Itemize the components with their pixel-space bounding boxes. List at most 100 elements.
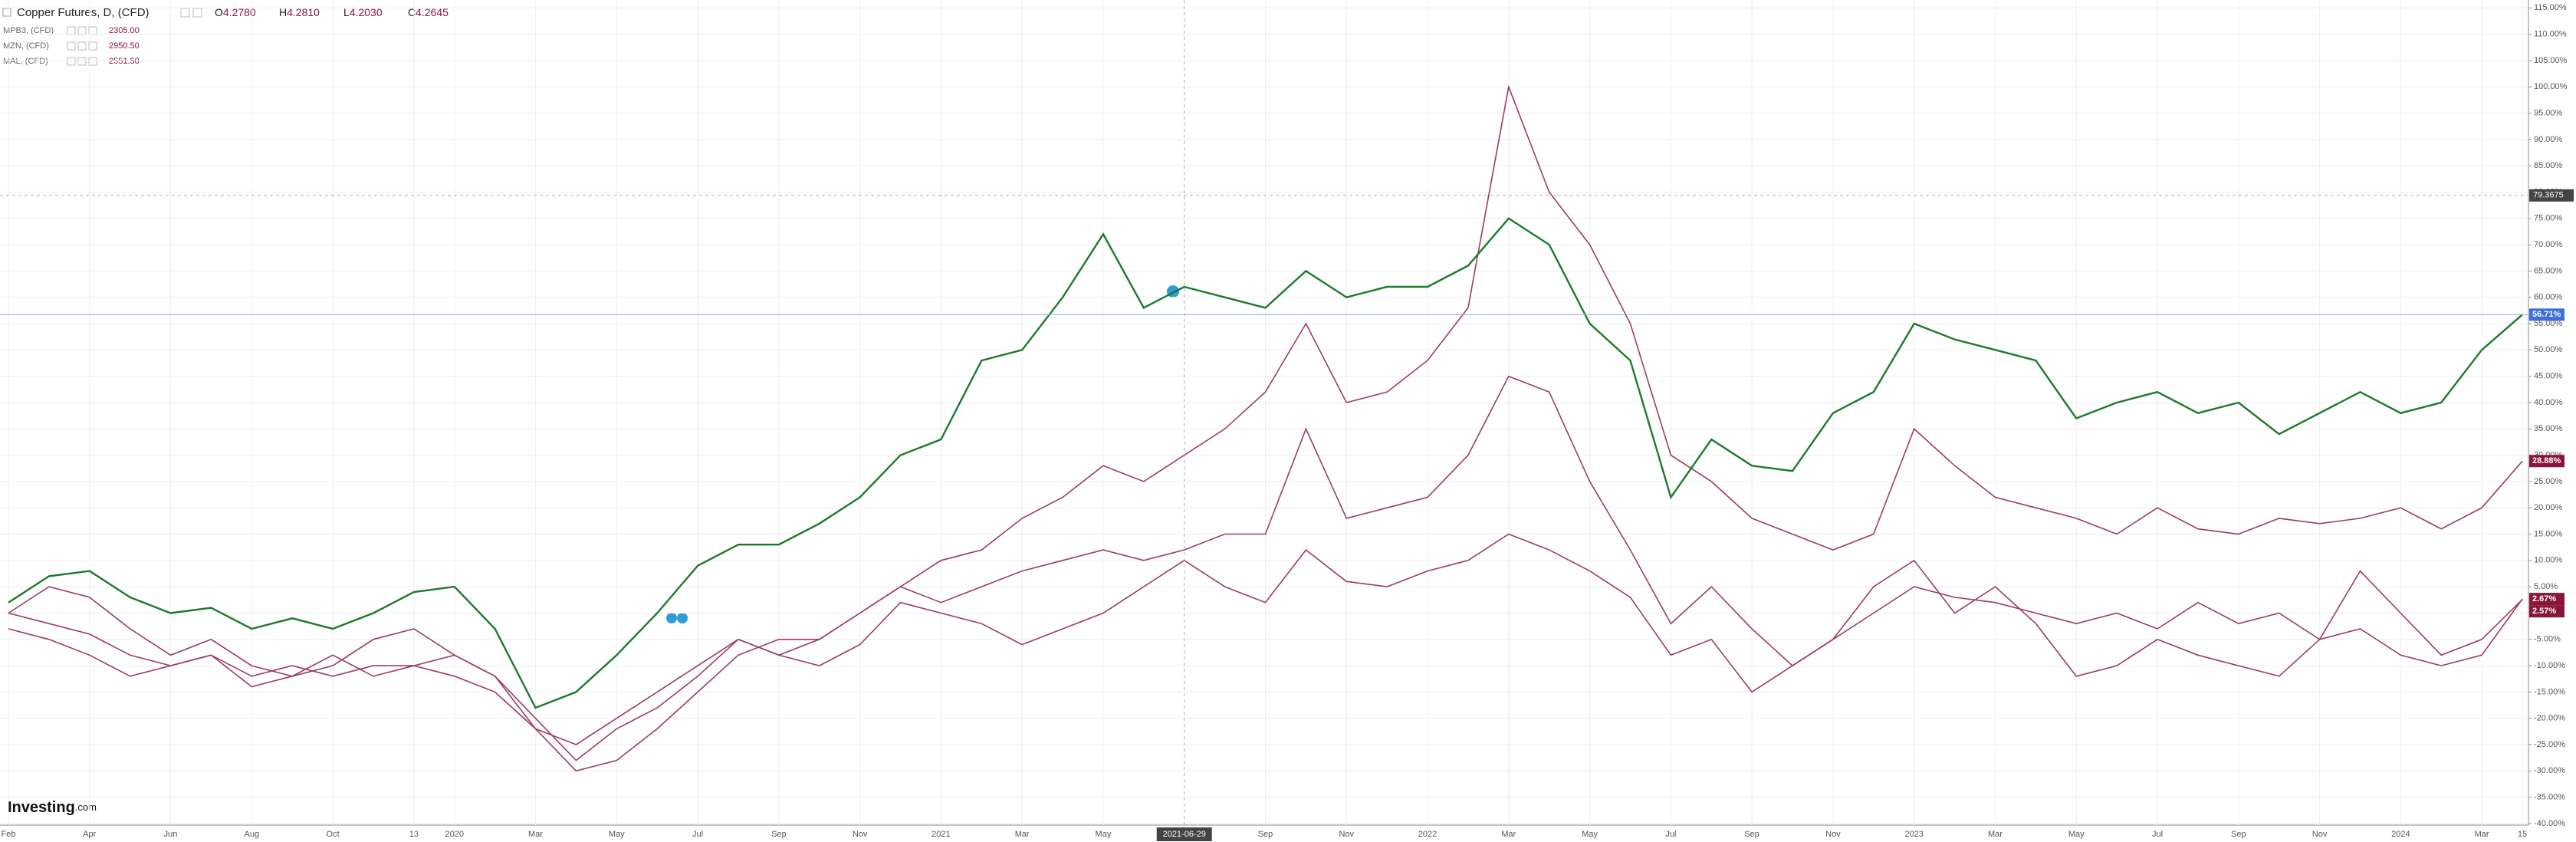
y-tick-label: -25.00% [2534, 740, 2565, 749]
x-tick-label: Jul [692, 830, 703, 839]
end-label: 28.88% [2532, 456, 2561, 465]
ohlc-value: 4.2810 [287, 6, 320, 18]
y-tick-label: 15.00% [2534, 529, 2563, 538]
end-label-box [2529, 593, 2564, 606]
settings-icon[interactable] [180, 8, 190, 18]
legend-icon [67, 57, 76, 66]
x-tick-label: Feb [2, 830, 16, 839]
legend-name: MAL, (CFD) [3, 57, 48, 66]
x-tick-label: Mar [1015, 830, 1030, 839]
x-tick-label: Mar [528, 830, 543, 839]
x-tick-label: May [609, 830, 625, 839]
y-tick-label: 90.00% [2534, 135, 2563, 144]
crosshair-x-label: 2021-06-29 [1163, 830, 1206, 839]
x-tick-label: May [1096, 830, 1112, 839]
x-tick-label: Mar [1988, 830, 2003, 839]
legend-icon [88, 41, 97, 51]
x-tick-label: Apr [83, 830, 96, 839]
chart-title: Copper Futures, D, (CFD) [17, 6, 150, 19]
series-line [8, 84, 2523, 772]
x-tick-label: Sep [1744, 830, 1760, 839]
legend-icon [77, 41, 87, 51]
y-tick-label: 70.00% [2534, 240, 2563, 249]
y-tick-label: 5.00% [2534, 582, 2558, 591]
end-label-box [2529, 308, 2564, 321]
x-tick-label: 2023 [1904, 830, 1923, 839]
legend-value: 2305.00 [109, 26, 140, 35]
y-tick-label: 100.00% [2534, 82, 2568, 91]
legend-name: MPB3, (CFD) [3, 26, 54, 35]
legend-name: MZN, (CFD) [3, 41, 49, 51]
y-tick-label: 60.00% [2534, 293, 2563, 302]
y-tick-label: 115.00% [2534, 3, 2567, 12]
x-tick-label: Aug [245, 830, 260, 839]
ohlc-value: 4.2030 [350, 6, 383, 18]
ohlc-item: C4.2645 [408, 6, 449, 18]
y-tick-label: 75.00% [2534, 214, 2563, 223]
end-label: 2.57% [2532, 607, 2556, 616]
x-tick-label: Nov [2312, 830, 2328, 839]
y-tick-label: -40.00% [2534, 819, 2565, 828]
ohlc-value: 4.2780 [223, 6, 256, 18]
x-tick-label: May [1582, 830, 1598, 839]
y-tick-label: 40.00% [2534, 398, 2563, 407]
ohlc-readout: O4.2780 H4.2810 L4.2030 C4.2645 [215, 6, 449, 18]
y-tick-label: 65.00% [2534, 266, 2563, 275]
y-tick-label: 20.00% [2534, 503, 2563, 512]
x-tick-label: Sep [2231, 830, 2246, 839]
y-tick-label: 95.00% [2534, 108, 2563, 117]
y-tick-label: 110.00% [2534, 30, 2567, 39]
legend-value: 2551.50 [109, 57, 140, 66]
ohlc-key: H [279, 6, 287, 18]
end-label: 56.71% [2532, 310, 2561, 319]
ohlc-key: O [215, 6, 223, 18]
x-tick-label: Nov [1825, 830, 1841, 839]
y-tick-label: 50.00% [2534, 345, 2563, 354]
x-tick-label: Sep [1258, 830, 1273, 839]
crosshair-x-box [1156, 827, 1212, 841]
series-line [8, 375, 2523, 745]
legend-icon [88, 57, 97, 66]
y-tick-label: -5.00% [2534, 635, 2561, 644]
x-tick-label: 13 [409, 830, 419, 839]
y-tick-label: 45.00% [2534, 372, 2563, 381]
ohlc-key: L [343, 6, 350, 18]
x-tick-label: Oct [327, 830, 340, 839]
x-tick-label: 15 [2518, 830, 2527, 839]
end-label: 2.67% [2532, 594, 2556, 604]
ohlc-key: C [408, 6, 416, 18]
ohlc-item: O4.2780 [215, 6, 256, 18]
legend-value: 2950.50 [109, 41, 140, 51]
y-tick-label: 10.00% [2534, 556, 2563, 565]
x-tick-label: 2024 [2391, 830, 2410, 839]
legend-icon [77, 57, 87, 66]
series-line [8, 217, 2523, 709]
close-icon[interactable] [192, 8, 202, 18]
x-tick-label: 2022 [1418, 830, 1437, 839]
x-tick-label: Jun [164, 830, 178, 839]
series-line [8, 533, 2523, 761]
crosshair-y-label: 79.3675 [2533, 191, 2564, 200]
event-marker[interactable] [666, 613, 677, 623]
end-label-box [2529, 455, 2564, 468]
end-label-box [2529, 605, 2564, 618]
legend: MPB3, (CFD) 2305.00 MZN, (CFD) 2950.50 MAL, … [3, 26, 140, 66]
event-marker[interactable] [677, 613, 688, 623]
x-tick-label: May [2068, 830, 2085, 839]
y-tick-label: -10.00% [2534, 661, 2565, 670]
crosshair-y-box [2529, 189, 2574, 202]
watermark-domain: .com [75, 801, 97, 813]
y-tick-label: 105.00% [2534, 56, 2568, 65]
ohlc-item: L4.2030 [343, 6, 383, 18]
x-tick-label: Jul [1665, 830, 1676, 839]
x-tick-label: Mar [2475, 830, 2489, 839]
collapse-icon[interactable] [2, 8, 12, 17]
y-tick-label: -30.00% [2534, 766, 2565, 775]
x-tick-label: Mar [1501, 830, 1516, 839]
y-tick-label: 55.00% [2534, 319, 2563, 328]
y-tick-label: 35.00% [2534, 424, 2563, 433]
y-tick-label: -20.00% [2534, 714, 2565, 723]
